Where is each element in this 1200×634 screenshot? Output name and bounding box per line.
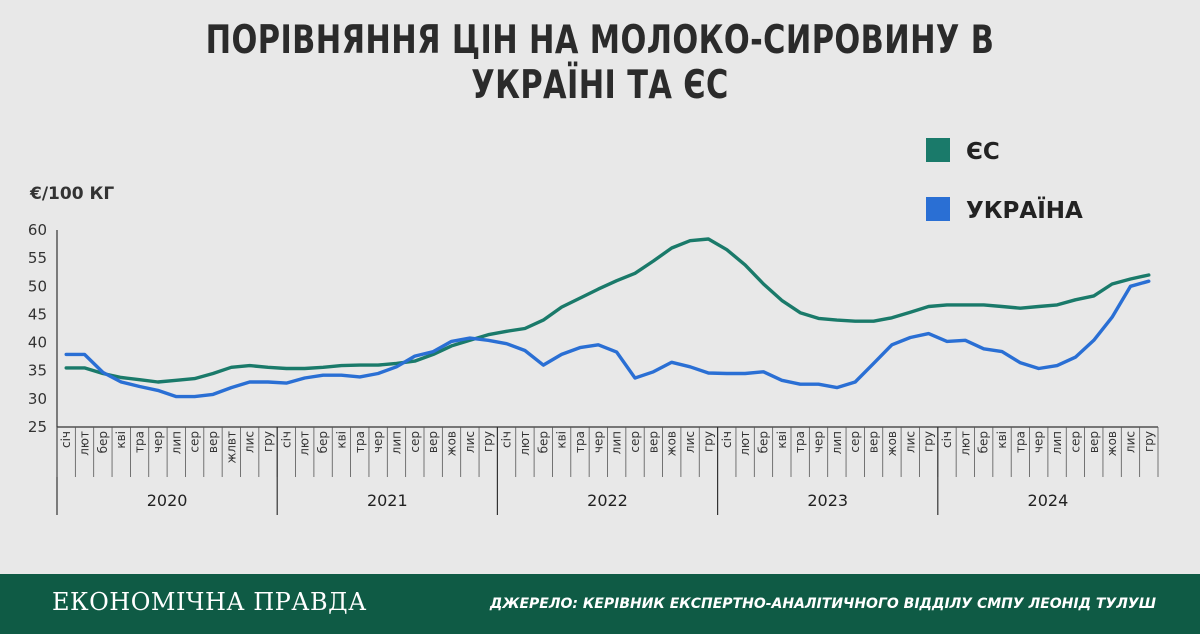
month-tick-label: лис [683, 431, 697, 453]
month-tick-label: гру [701, 431, 715, 452]
month-tick-label: лис [903, 431, 917, 453]
month-tick-label: чер [591, 431, 605, 453]
month-tick-label: січ [720, 431, 734, 448]
legend-label-ukraine: УКРАЇНА [966, 196, 1083, 224]
month-tick-label: лис [243, 431, 257, 453]
y-tick-label: 50 [28, 277, 47, 295]
month-tick-label: сер [408, 431, 422, 453]
month-tick-label: січ [500, 431, 514, 448]
month-tick-label: сер [1068, 431, 1082, 453]
series-line-ukraine [64, 279, 1151, 399]
month-tick-label: кві [555, 431, 569, 449]
month-tick-label: вер [646, 431, 660, 453]
series-line-eu [64, 237, 1151, 384]
month-tick-label: січ [279, 431, 293, 448]
month-tick-label: лют [958, 431, 972, 456]
month-tick-label: лип [830, 431, 844, 454]
month-tick-label: лют [298, 431, 312, 456]
month-tick-label: кві [995, 431, 1009, 449]
month-tick-label: бер [756, 431, 770, 453]
month-tick-label: лип [169, 431, 183, 454]
y-axis-unit-label: €/100 КГ [29, 184, 114, 204]
month-tick-label: тра [1013, 431, 1027, 453]
month-tick-label: січ [59, 431, 73, 448]
year-label: 2022 [587, 491, 628, 510]
y-tick-label: 25 [28, 418, 47, 436]
month-tick-label: лис [1123, 431, 1137, 453]
month-tick-label: тра [353, 431, 367, 453]
month-tick-label: тра [793, 431, 807, 453]
month-tick-label: гру [261, 431, 275, 452]
month-tick-label: вер [867, 431, 881, 453]
month-tick-label: лис [463, 431, 477, 453]
month-tick-label: тра [573, 431, 587, 453]
month-tick-label: гру [1142, 431, 1156, 452]
month-tick-label: бер [316, 431, 330, 453]
month-tick-label: лип [610, 431, 624, 454]
legend-label-eu: ЄС [966, 139, 1000, 165]
year-label: 2020 [147, 491, 188, 510]
footer-bar: ЕКОНОМІЧНА ПРАВДА ДЖЕРЕЛО: КЕРІВНИК ЕКСП… [0, 574, 1200, 634]
chart-title: ПОРІВНЯННЯ ЦІН НА МОЛОКО-СИРОВИНУ В УКРА… [205, 18, 995, 108]
y-tick-label: 30 [28, 390, 47, 408]
month-tick-label: гру [922, 431, 936, 452]
month-tick-label: кві [114, 431, 128, 449]
legend-swatch-ukraine [926, 197, 950, 221]
month-tick-label: кві [334, 431, 348, 449]
month-tick-label: жов [445, 431, 459, 456]
y-tick-label: 45 [28, 305, 47, 323]
month-tick-label: лют [738, 431, 752, 456]
month-tick-label: гру [481, 431, 495, 452]
month-tick-label: жлвт [224, 431, 238, 464]
month-tick-label: чер [812, 431, 826, 453]
year-label: 2021 [367, 491, 408, 510]
month-tick-label: сер [188, 431, 202, 453]
month-tick-label: тра [133, 431, 147, 453]
month-tick-label: кві [775, 431, 789, 449]
month-tick-label: жов [665, 431, 679, 456]
y-tick-label: 60 [28, 221, 47, 239]
month-tick-label: жов [1105, 431, 1119, 456]
month-tick-label: жов [885, 431, 899, 456]
chart-legend: ЄС УКРАЇНА [926, 138, 1083, 224]
month-tick-label: лип [1050, 431, 1064, 454]
month-tick-label: лют [78, 431, 92, 456]
y-tick-label: 40 [28, 334, 47, 352]
month-tick-label: сер [848, 431, 862, 453]
month-tick-label: вер [426, 431, 440, 453]
month-tick-label: чер [151, 431, 165, 453]
legend-swatch-eu [926, 138, 950, 162]
month-tick-label: чер [1032, 431, 1046, 453]
y-tick-label: 35 [28, 362, 47, 380]
year-label: 2023 [807, 491, 848, 510]
y-tick-label: 55 [28, 249, 47, 267]
month-tick-label: лют [518, 431, 532, 456]
brand-logo-text: ЕКОНОМІЧНА ПРАВДА [52, 588, 367, 616]
month-tick-label: чер [371, 431, 385, 453]
month-tick-label: вер [1087, 431, 1101, 453]
month-tick-label: лип [389, 431, 403, 454]
month-tick-label: сер [628, 431, 642, 453]
chart-lines [64, 237, 1151, 399]
month-tick-label: вер [206, 431, 220, 453]
month-tick-label: січ [940, 431, 954, 448]
year-label: 2024 [1028, 491, 1069, 510]
month-tick-label: бер [977, 431, 991, 453]
source-note: ДЖЕРЕЛО: КЕРІВНИК ЕКСПЕРТНО-АНАЛІТИЧНОГО… [489, 596, 1156, 612]
month-tick-label: бер [96, 431, 110, 453]
month-tick-label: бер [536, 431, 550, 453]
